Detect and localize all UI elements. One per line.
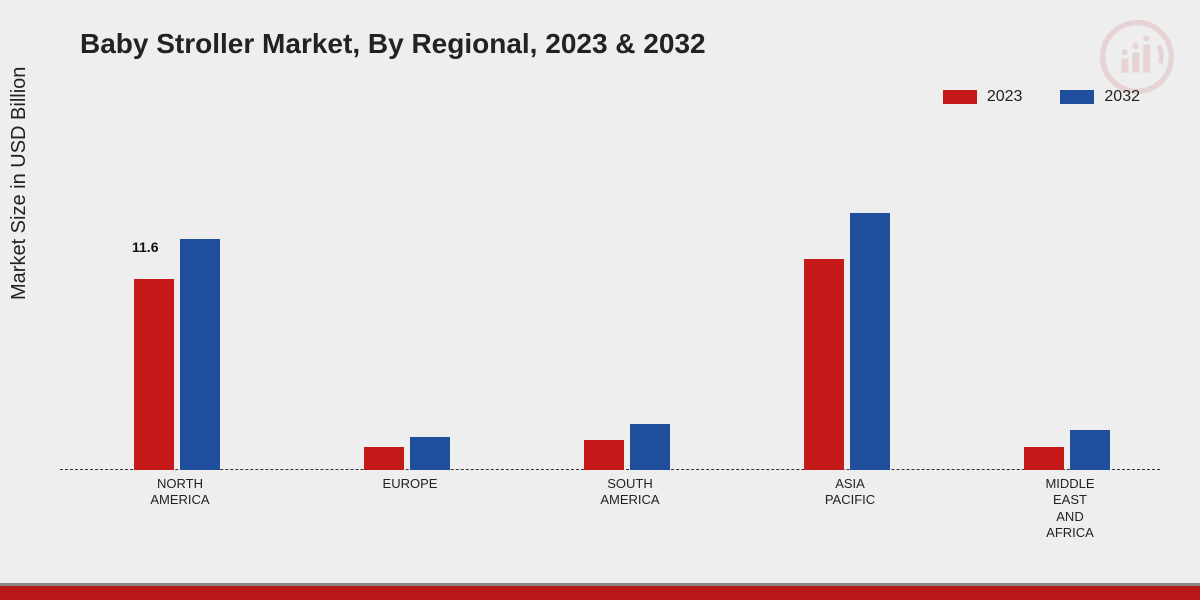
bar-2023 [134,279,174,470]
bar-group [1010,140,1130,470]
x-tick-label: SOUTH AMERICA [560,476,700,509]
brand-watermark-icon [1098,18,1176,96]
bar-group [350,140,470,470]
x-axis-labels: NORTH AMERICA EUROPE SOUTH AMERICA ASIA PAC… [60,476,1160,556]
bar-value-label: 11.6 [132,239,158,259]
legend-label-2023: 2023 [987,88,1023,106]
bar-2032 [1070,430,1110,470]
legend-label-2032: 2032 [1104,88,1140,106]
bar-2032 [850,213,890,470]
bar-2023 [804,259,844,470]
legend: 2023 2032 [943,88,1140,106]
chart-plot-area: 11.6 [60,140,1160,470]
legend-swatch-2032 [1060,90,1094,104]
bar-2032 [630,424,670,470]
bar-2023 [364,447,404,470]
chart-title: Baby Stroller Market, By Regional, 2023 … [80,28,706,60]
legend-item-2032: 2032 [1060,88,1140,106]
x-tick-label: NORTH AMERICA [110,476,250,509]
x-tick-label: ASIA PACIFIC [780,476,920,509]
bar-2032 [410,437,450,470]
x-tick-label: MIDDLE EAST AND AFRICA [1000,476,1140,541]
x-tick-label: EUROPE [340,476,480,492]
footer-brand-bar [0,586,1200,600]
bar-2032 [180,239,220,470]
bar-2023 [1024,447,1064,470]
legend-item-2023: 2023 [943,88,1023,106]
bar-group [570,140,690,470]
bar-group [790,140,910,470]
bar-group: 11.6 [120,140,240,470]
bar-2023 [584,440,624,470]
y-axis-label: Market Size in USD Billion [8,67,31,300]
legend-swatch-2023 [943,90,977,104]
